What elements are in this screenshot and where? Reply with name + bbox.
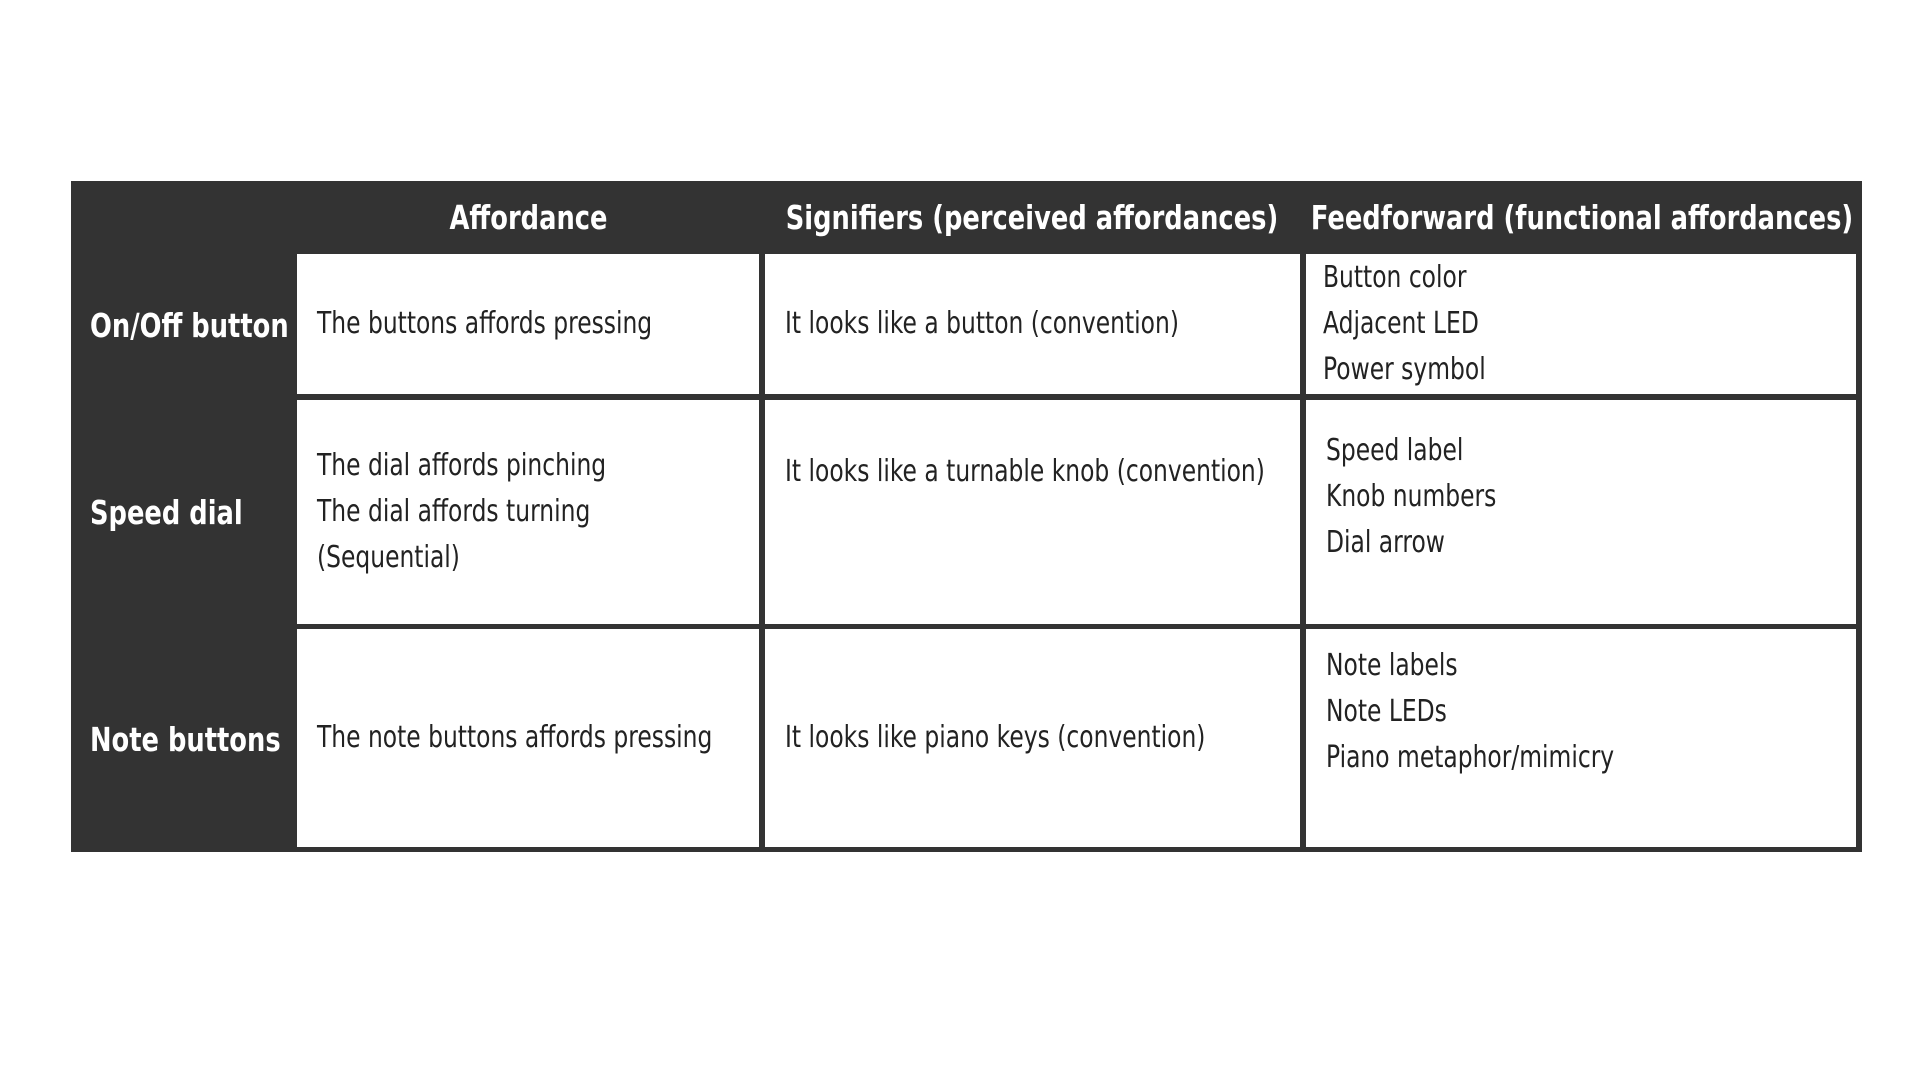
- cell-line: Note labels: [1326, 648, 1458, 683]
- cell-line: The dial affords pinching: [317, 448, 607, 483]
- cell-line: The dial affords turning: [317, 494, 591, 529]
- row-label-on-off-button: On/Off button: [71, 253, 295, 397]
- cell-feedforward: Note labels Note LEDs Piano metaphor/mim…: [1306, 629, 1856, 847]
- cell-line: Knob numbers: [1326, 479, 1497, 514]
- cell-line: The note buttons affords pressing: [317, 720, 713, 755]
- cell-line: The buttons affords pressing: [317, 306, 653, 341]
- header-signifiers: Signifiers (perceived affordances): [785, 197, 1279, 237]
- row-label-speed-dial: Speed dial: [71, 400, 295, 624]
- cell-affordance: The note buttons affords pressing: [297, 629, 759, 847]
- row-label-text: Note buttons: [90, 719, 281, 759]
- row-label-text: Speed dial: [90, 492, 243, 532]
- cell-line: Button color: [1323, 260, 1467, 295]
- cell-feedforward: Speed label Knob numbers Dial arrow: [1306, 400, 1856, 624]
- cell-line: It looks like piano keys (convention): [785, 720, 1206, 755]
- cell-line: Speed label: [1326, 433, 1464, 468]
- cell-line: It looks like a button (convention): [785, 306, 1179, 341]
- cell-affordance: The dial affords pinching The dial affor…: [297, 400, 759, 624]
- cell-line: Adjacent LED: [1323, 306, 1479, 341]
- cell-line: Dial arrow: [1326, 525, 1445, 560]
- cell-signifiers: It looks like a turnable knob (conventio…: [765, 400, 1300, 624]
- cell-line: Note LEDs: [1326, 694, 1447, 729]
- header-feedforward: Feedforward (functional affordances): [1310, 197, 1854, 237]
- cell-line: (Sequential): [317, 540, 460, 575]
- cell-feedforward: Button color Adjacent LED Power symbol: [1306, 254, 1856, 394]
- affordance-table: Affordance Signifiers (perceived afforda…: [71, 181, 1862, 852]
- row-label-note-buttons: Note buttons: [71, 629, 295, 849]
- row-label-text: On/Off button: [90, 305, 289, 345]
- cell-signifiers: It looks like a button (convention): [765, 254, 1300, 394]
- cell-line: It looks like a turnable knob (conventio…: [785, 454, 1265, 489]
- cell-signifiers: It looks like piano keys (convention): [765, 629, 1300, 847]
- header-affordance: Affordance: [449, 197, 608, 237]
- cell-line: Piano metaphor/mimicry: [1326, 740, 1615, 775]
- cell-line: Power symbol: [1323, 352, 1486, 387]
- cell-affordance: The buttons affords pressing: [297, 254, 759, 394]
